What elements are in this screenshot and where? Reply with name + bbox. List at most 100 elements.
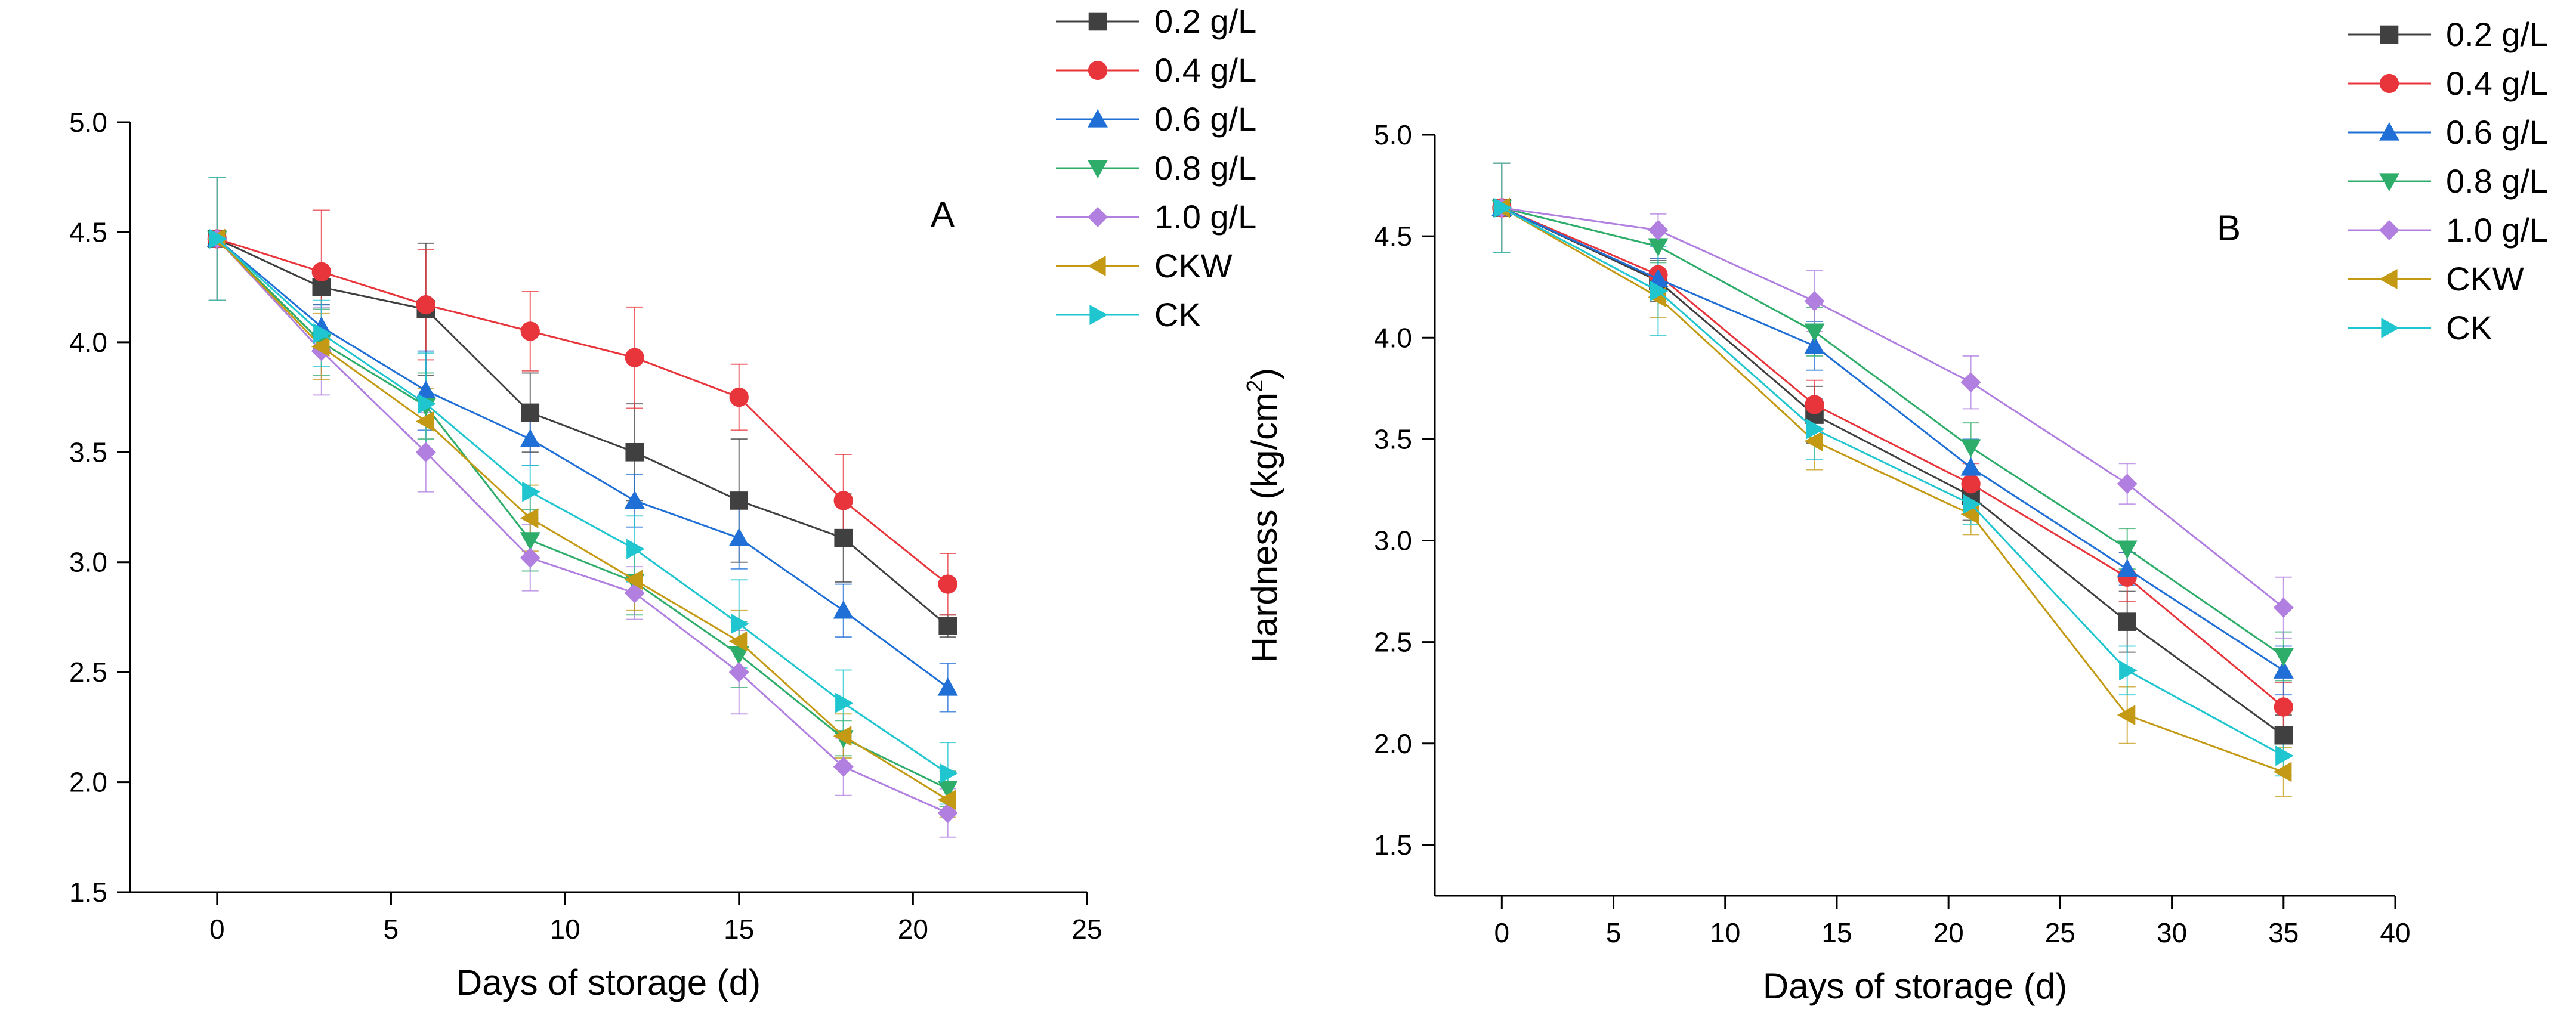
panel-b-y-tick-label: 4.5 [1374, 221, 1412, 252]
panel-b-series-line [1501, 207, 2284, 708]
panel-a-series-line [216, 238, 949, 689]
panel-a-y-tick-label: 3.0 [69, 547, 107, 578]
panel-a-data-point [415, 442, 436, 463]
panel-b-series-1 [1493, 199, 2293, 745]
panel-b-series-2-errorbars [1493, 162, 2292, 732]
panel-a-data-point [521, 403, 540, 422]
panel-b-y-axis-title-sup: 2 [1243, 380, 1268, 392]
panel-a-data-point [730, 491, 749, 510]
panel-b-data-point [1650, 281, 1669, 302]
panel-b-data-point [1804, 323, 1825, 342]
panel-b-x-tick-label: 40 [2380, 917, 2410, 948]
panel-a-x-tick-label: 20 [898, 914, 928, 945]
panel-b-data-point [2273, 648, 2294, 667]
panel-a-data-point [833, 491, 853, 510]
panel-b-legend-label: 0.4 g/L [2446, 64, 2548, 102]
panel-a-data-point [522, 481, 540, 502]
panel-b-data-point [2119, 660, 2138, 681]
panel-b-series-line [1502, 207, 2284, 608]
panel-b-x-tick-label: 30 [2157, 917, 2187, 948]
panel-a-data-point [520, 508, 539, 528]
panel-a-legend-label: 0.8 g/L [1154, 149, 1256, 187]
panel-a-series-line [217, 238, 949, 585]
panel-b-x-tick-label: 0 [1494, 917, 1510, 948]
panel-b-data-point [1648, 219, 1669, 240]
panel-a-y-tick-label: 2.0 [69, 767, 107, 798]
panel-a-legend-label: 0.6 g/L [1154, 100, 1256, 138]
panel-a-legend-marker [1088, 160, 1108, 178]
panel-b-y-tick-label: 5.0 [1374, 119, 1412, 150]
panel-b-y-tick-label: 3.0 [1374, 525, 1412, 556]
panel-b-series-line [1501, 207, 2284, 773]
panel-b-y-axis-title: Hardness (kg/cm2) [1243, 368, 1284, 663]
panel-a-data-point [833, 600, 854, 619]
panel-b-legend-marker [2379, 73, 2399, 94]
panel-b-data-point [2275, 745, 2294, 766]
panel-a-legend-label: 1.0 g/L [1154, 198, 1256, 236]
panel-a-data-point [938, 574, 957, 594]
panel-b-data-point [1804, 431, 1823, 451]
panel-a-y-tick-label: 1.5 [69, 877, 107, 908]
panel-b-data-point [2274, 697, 2293, 717]
panel-a-data-point [728, 646, 749, 665]
panel-a-series-6 [206, 228, 956, 810]
panel-a-legend-marker [1089, 305, 1108, 325]
panel-a-y-tick-label: 4.5 [69, 216, 107, 247]
panel-a-data-point [729, 387, 749, 407]
panel-a-x-axis-title: Days of storage (d) [456, 963, 761, 1002]
panel-a-legend-label: 0.4 g/L [1154, 51, 1256, 89]
panel-a-data-point [415, 380, 436, 399]
panel-a-series-3-errorbars [208, 177, 956, 713]
panel-a-data-point [938, 617, 957, 635]
panel-a-data-point [520, 429, 540, 447]
panel-b-data-point [1804, 291, 1825, 312]
panel-a-series-3 [206, 228, 958, 696]
panel-b-x-tick-label: 35 [2268, 917, 2299, 948]
panel-b-legend-marker [2379, 173, 2399, 191]
panel-b-x-tick-label: 20 [1933, 917, 1964, 948]
panel-a-data-point [311, 262, 331, 281]
panel-b-data-point [2118, 612, 2136, 631]
panel-a-series-line [216, 238, 949, 790]
panel-a-data-point [624, 490, 645, 509]
panel-b-data-point [1960, 439, 1981, 458]
panel-b-legend-marker [2380, 25, 2399, 44]
panel-b-series-4-errorbars [1493, 162, 2292, 682]
panel-b-legend-label: CKW [2446, 260, 2524, 298]
panel-a-x-tick-label: 0 [209, 914, 225, 945]
panel-a-legend: 0.2 g/L 0.4 g/L 0.6 g/L 0.8 g/L 1.0 g/L CKW CK [1056, 2, 1256, 333]
panel-b-series-line [1501, 207, 2284, 757]
panel-b-x-axis-title: Days of storage (d) [1763, 966, 2067, 1006]
panel-a-data-point [728, 662, 749, 683]
panel-b-legend-label: 0.2 g/L [2446, 16, 2548, 53]
panel-a-label: A [931, 194, 955, 234]
panel-b-data-point [2273, 762, 2292, 782]
panel-a-data-point [940, 763, 958, 784]
panel-a-data-point [520, 321, 540, 341]
panel-b-data-point [2273, 660, 2294, 679]
panel-a-data-point [415, 411, 434, 432]
panel-b-data-point [1960, 457, 1981, 476]
panel-b-data-point [1960, 372, 1981, 393]
panel-b-legend-marker [2381, 318, 2399, 338]
panel-a-data-point [626, 539, 645, 559]
panel-b-data-point [2273, 597, 2294, 618]
panel-a-data-point [728, 631, 748, 652]
panel-b-chart: 0 5 10 15 20 25 30 35 40 1.5 2.0 2.5 3.0 3.5 4.0 4.5 5.0… [1243, 16, 2548, 1006]
panel-a-data-point [520, 532, 540, 550]
panel-b-legend: 0.2 g/L 0.4 g/L 0.6 g/L 0.8 g/L 1.0 g/L CKW CK [2348, 16, 2548, 346]
panel-b-data-point [2117, 540, 2138, 559]
panel-a-series-1-errorbars [208, 177, 956, 638]
panel-b-data-point [2117, 474, 2138, 494]
panel-a-data-point [625, 348, 644, 367]
panel-b-y-tick-label: 3.5 [1374, 423, 1412, 454]
panel-a-series-line [216, 238, 949, 801]
panel-a-series-line [216, 238, 949, 775]
panel-a-data-point [520, 547, 540, 568]
panel-b-y-tick-label: 1.5 [1374, 830, 1412, 861]
panel-b-data-point [1648, 238, 1669, 257]
panel-a-data-point [731, 613, 749, 634]
panel-a-data-point [311, 336, 330, 357]
panel-b-series-1-errorbars [1493, 162, 2292, 757]
panel-b-y-axis-title-main: Hardness (kg/cm [1244, 392, 1284, 663]
